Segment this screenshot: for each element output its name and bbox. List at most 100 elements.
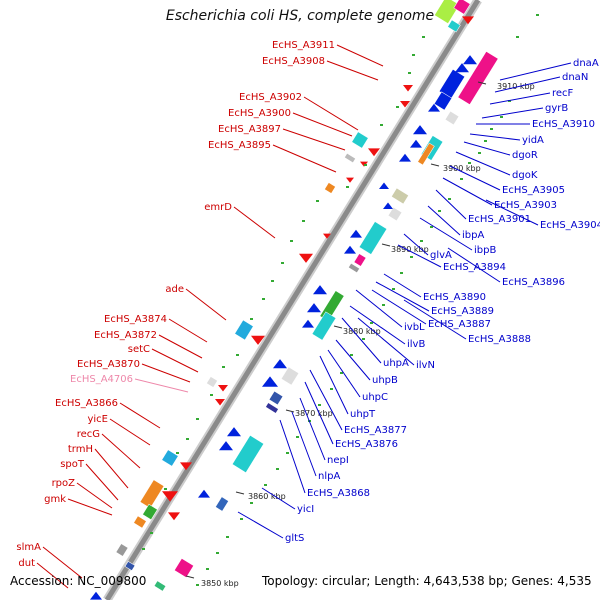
gene-label-right[interactable]: glvA — [430, 250, 452, 261]
gene-arrow[interactable] — [168, 512, 180, 521]
gene-label-left[interactable]: setC — [128, 344, 150, 355]
gene-label-right[interactable]: nlpA — [318, 471, 340, 482]
gene-label-left[interactable]: rpoZ — [52, 478, 76, 489]
gene-label-right[interactable]: nepI — [327, 455, 349, 466]
gene-arrow[interactable] — [368, 148, 380, 157]
gene-label-left[interactable]: EcHS_A3870 — [77, 359, 140, 370]
gene-label-right[interactable]: uhpC — [362, 392, 388, 403]
gene-feature[interactable] — [215, 496, 229, 512]
gene-feature[interactable] — [391, 187, 409, 205]
gene-label-left[interactable]: EcHS_A3872 — [94, 330, 157, 341]
gene-label-right[interactable]: ivbL — [404, 322, 425, 333]
gene-feature[interactable] — [174, 558, 194, 578]
gene-label-right[interactable]: ilvN — [416, 360, 435, 371]
gene-feature[interactable] — [353, 253, 367, 267]
gene-feature[interactable] — [434, 0, 460, 24]
gene-arrow[interactable] — [90, 591, 102, 600]
gene-label-right[interactable]: EcHS_A3889 — [431, 306, 494, 317]
gene-feature[interactable] — [124, 561, 136, 571]
gene-feature[interactable] — [444, 110, 460, 126]
gene-feature[interactable] — [139, 479, 165, 509]
gene-label-left[interactable]: trmH — [68, 444, 93, 455]
gene-feature[interactable] — [417, 142, 435, 166]
gene-arrow[interactable] — [218, 385, 228, 392]
gene-arrow[interactable] — [273, 359, 287, 369]
gene-feature[interactable] — [453, 0, 471, 15]
gene-feature[interactable] — [265, 402, 279, 414]
gene-feature[interactable] — [153, 580, 167, 592]
gene-label-left[interactable]: EcHS_A4706 — [70, 374, 133, 385]
gene-label-left[interactable]: dut — [18, 558, 35, 569]
gene-arrow[interactable] — [462, 16, 474, 25]
gene-arrow[interactable] — [346, 177, 354, 183]
gene-feature[interactable] — [324, 182, 336, 194]
gene-feature[interactable] — [206, 376, 218, 388]
gene-label-right[interactable]: yicI — [297, 504, 314, 515]
gene-feature[interactable] — [231, 434, 265, 474]
gene-feature[interactable] — [351, 131, 369, 149]
gene-arrow[interactable] — [215, 399, 225, 406]
gene-arrow[interactable] — [323, 233, 331, 239]
gene-feature[interactable] — [457, 51, 499, 105]
gene-label-right[interactable]: recF — [552, 88, 574, 99]
gene-label-right[interactable]: dgoR — [512, 150, 538, 161]
gene-arrow[interactable] — [383, 202, 393, 210]
gene-arrow[interactable] — [350, 229, 362, 238]
gene-label-left[interactable]: spoT — [60, 459, 85, 470]
gene-label-right[interactable]: EcHS_A3888 — [468, 334, 531, 345]
gene-label-right[interactable]: EcHS_A3903 — [494, 200, 557, 211]
gene-label-left[interactable]: EcHS_A3908 — [262, 56, 325, 67]
gene-feature[interactable] — [447, 19, 461, 33]
gene-arrow[interactable] — [379, 182, 389, 190]
gene-feature[interactable] — [142, 503, 158, 521]
gene-arrow[interactable] — [410, 139, 422, 148]
gene-arrow[interactable] — [403, 85, 413, 92]
gene-arrow[interactable] — [198, 489, 210, 498]
gene-label-left[interactable]: EcHS_A3874 — [104, 314, 167, 325]
gene-feature[interactable] — [311, 311, 337, 341]
gene-arrow[interactable] — [219, 441, 233, 451]
gene-arrow[interactable] — [162, 491, 178, 502]
gene-label-left[interactable]: slmA — [16, 542, 41, 553]
gene-feature[interactable] — [387, 206, 403, 222]
gene-arrow[interactable] — [344, 245, 356, 254]
gene-label-right[interactable]: EcHS_A3910 — [532, 119, 595, 130]
gene-label-right[interactable]: EcHS_A3890 — [423, 292, 486, 303]
gene-label-left[interactable]: EcHS_A3866 — [55, 398, 118, 409]
gene-label-right[interactable]: uhpB — [372, 375, 398, 386]
gene-label-right[interactable]: dnaN — [562, 72, 588, 83]
gene-label-right[interactable]: EcHS_A3877 — [344, 425, 407, 436]
gene-label-right[interactable]: ibpB — [474, 245, 496, 256]
gene-feature[interactable] — [234, 319, 254, 341]
gene-arrow[interactable] — [399, 153, 411, 162]
gene-label-right[interactable]: ibpA — [462, 230, 484, 241]
gene-label-right[interactable]: dnaA — [573, 58, 599, 69]
gene-feature[interactable] — [344, 152, 356, 164]
gene-label-left[interactable]: EcHS_A3897 — [218, 124, 281, 135]
gene-feature[interactable] — [358, 221, 388, 255]
gene-label-left[interactable]: EcHS_A3895 — [208, 140, 271, 151]
gene-feature[interactable] — [280, 366, 300, 386]
gene-arrow[interactable] — [463, 55, 477, 65]
gene-label-right[interactable]: EcHS_A3896 — [502, 277, 565, 288]
gene-label-left[interactable]: recG — [77, 429, 100, 440]
gene-label-right[interactable]: EcHS_A3904 — [540, 220, 600, 231]
gene-arrow[interactable] — [227, 427, 241, 437]
gene-feature[interactable] — [268, 390, 284, 406]
gene-arrow[interactable] — [455, 63, 469, 73]
gene-arrow[interactable] — [428, 103, 440, 112]
gene-feature[interactable] — [133, 515, 147, 529]
gene-feature[interactable] — [115, 543, 129, 557]
gene-label-left[interactable]: EcHS_A3911 — [272, 40, 335, 51]
gene-arrow[interactable] — [299, 253, 313, 263]
gene-feature[interactable] — [161, 449, 179, 467]
gene-arrow[interactable] — [413, 125, 427, 135]
gene-label-right[interactable]: ilvB — [407, 339, 425, 350]
gene-label-right[interactable]: EcHS_A3868 — [307, 488, 370, 499]
gene-label-left[interactable]: ade — [165, 284, 184, 295]
gene-label-right[interactable]: uhpT — [350, 409, 376, 420]
gene-label-left[interactable]: gmk — [44, 494, 66, 505]
gene-label-right[interactable]: EcHS_A3901 — [468, 214, 531, 225]
gene-label-right[interactable]: gyrB — [545, 103, 568, 114]
gene-label-right[interactable]: dgoK — [512, 170, 538, 181]
